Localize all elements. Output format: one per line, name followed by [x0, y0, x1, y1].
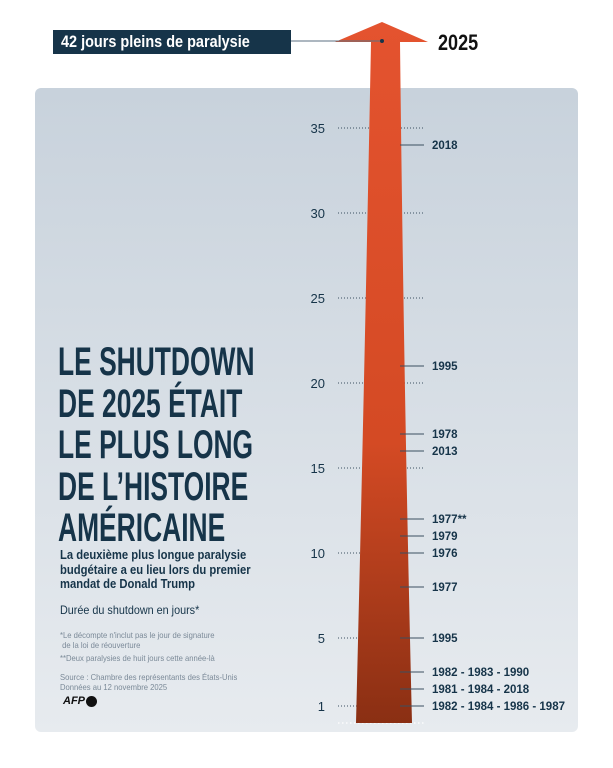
- footnote: **Deux paralysies de huit jours cette an…: [60, 653, 215, 663]
- title-line: DE 2025 ÉTAIT: [58, 381, 243, 426]
- y-tick-label: 35: [311, 121, 325, 136]
- event-label: 1981 - 1984 - 2018: [432, 684, 530, 696]
- y-tick-label: 30: [311, 206, 325, 221]
- callout-42-days: 42 jours pleins de paralysie: [53, 30, 292, 54]
- callout-dot: [380, 39, 384, 43]
- afp-logo-dot: [86, 695, 97, 707]
- year-2025-label: 2025: [438, 30, 479, 55]
- event-label: 1978: [432, 429, 458, 441]
- event-label: 1979: [432, 531, 458, 543]
- y-tick-label: 25: [311, 291, 325, 306]
- chart-panel: [35, 88, 578, 732]
- event-label: 1977: [432, 582, 458, 594]
- event-label: 1977**: [432, 514, 467, 526]
- y-tick-label: 5: [318, 631, 325, 646]
- title-line: LE PLUS LONG: [58, 423, 254, 467]
- afp-logo-text: AFP: [63, 695, 85, 707]
- subtitle: La deuxième plus longue paralysie budgét…: [60, 548, 251, 591]
- y-tick-label: 1: [318, 699, 325, 714]
- duration-arrow: [335, 22, 428, 723]
- source-date: Données au 12 novembre 2025: [60, 682, 168, 692]
- event-label: 2018: [432, 140, 458, 152]
- unit-label: Durée du shutdown en jours*: [60, 603, 200, 617]
- footnote: de la loi de réouverture: [60, 640, 141, 650]
- footnote: *Le décompte n'inclut pas le jour de sig…: [60, 630, 215, 640]
- afp-logo: AFP: [63, 695, 97, 707]
- title-line: LE SHUTDOWN: [58, 340, 255, 384]
- title-line: DE L’HISTOIRE: [58, 464, 249, 509]
- page-title: LE SHUTDOWN DE 2025 ÉTAIT LE PLUS LONG D…: [58, 340, 255, 550]
- event-label: 1976: [432, 548, 458, 560]
- source-line: Source : Chambre des représentants des É…: [60, 672, 238, 682]
- title-line: AMÉRICAINE: [58, 506, 226, 550]
- y-tick-label: 20: [311, 376, 325, 391]
- event-label: 1995: [432, 633, 458, 645]
- y-tick-label: 15: [311, 461, 325, 476]
- event-label: 2013: [432, 446, 458, 458]
- event-label: 1995: [432, 361, 458, 373]
- event-label: 1982 - 1984 - 1986 - 1987: [432, 701, 565, 713]
- event-label: 1982 - 1983 - 1990: [432, 667, 529, 679]
- y-tick-label: 10: [311, 546, 325, 561]
